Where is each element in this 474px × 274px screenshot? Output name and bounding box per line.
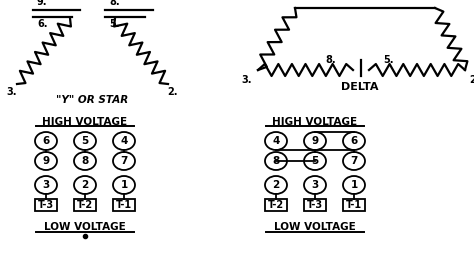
Text: 2.: 2.	[469, 75, 474, 85]
Text: LOW VOLTAGE: LOW VOLTAGE	[274, 222, 356, 232]
Text: T-2: T-2	[268, 200, 284, 210]
Text: T-3: T-3	[38, 200, 54, 210]
Text: T-3: T-3	[307, 200, 323, 210]
Text: HIGH VOLTAGE: HIGH VOLTAGE	[273, 117, 357, 127]
Text: 7: 7	[350, 156, 358, 166]
Text: 4: 4	[272, 136, 280, 146]
Text: "Y" OR STAR: "Y" OR STAR	[56, 95, 128, 105]
Text: 8.: 8.	[109, 0, 119, 7]
Text: 2: 2	[82, 180, 89, 190]
Text: 8: 8	[273, 156, 280, 166]
Text: 9.: 9.	[37, 0, 47, 7]
Text: 4: 4	[120, 136, 128, 146]
Text: DELTA: DELTA	[341, 82, 379, 92]
Text: 3: 3	[311, 180, 319, 190]
Text: 5.: 5.	[109, 19, 119, 29]
Text: 3.: 3.	[241, 75, 252, 85]
Text: 8.: 8.	[326, 55, 337, 65]
Text: 8: 8	[82, 156, 89, 166]
Text: 3.: 3.	[7, 87, 17, 97]
Text: HIGH VOLTAGE: HIGH VOLTAGE	[43, 117, 128, 127]
Text: 9: 9	[43, 156, 50, 166]
Text: LOW VOLTAGE: LOW VOLTAGE	[44, 222, 126, 232]
Text: T-1: T-1	[116, 200, 132, 210]
Text: 3: 3	[42, 180, 50, 190]
Text: 5: 5	[82, 136, 89, 146]
Text: 9: 9	[311, 136, 319, 146]
Text: 5: 5	[311, 156, 319, 166]
Text: 1: 1	[120, 180, 128, 190]
Text: 2.: 2.	[168, 87, 178, 97]
Text: 1: 1	[350, 180, 357, 190]
Text: 7: 7	[120, 156, 128, 166]
Text: 6: 6	[42, 136, 50, 146]
Text: 2: 2	[273, 180, 280, 190]
Text: 5.: 5.	[384, 55, 394, 65]
Text: T-1: T-1	[346, 200, 362, 210]
Text: 6.: 6.	[37, 19, 47, 29]
Text: T-2: T-2	[77, 200, 93, 210]
Text: 6: 6	[350, 136, 357, 146]
